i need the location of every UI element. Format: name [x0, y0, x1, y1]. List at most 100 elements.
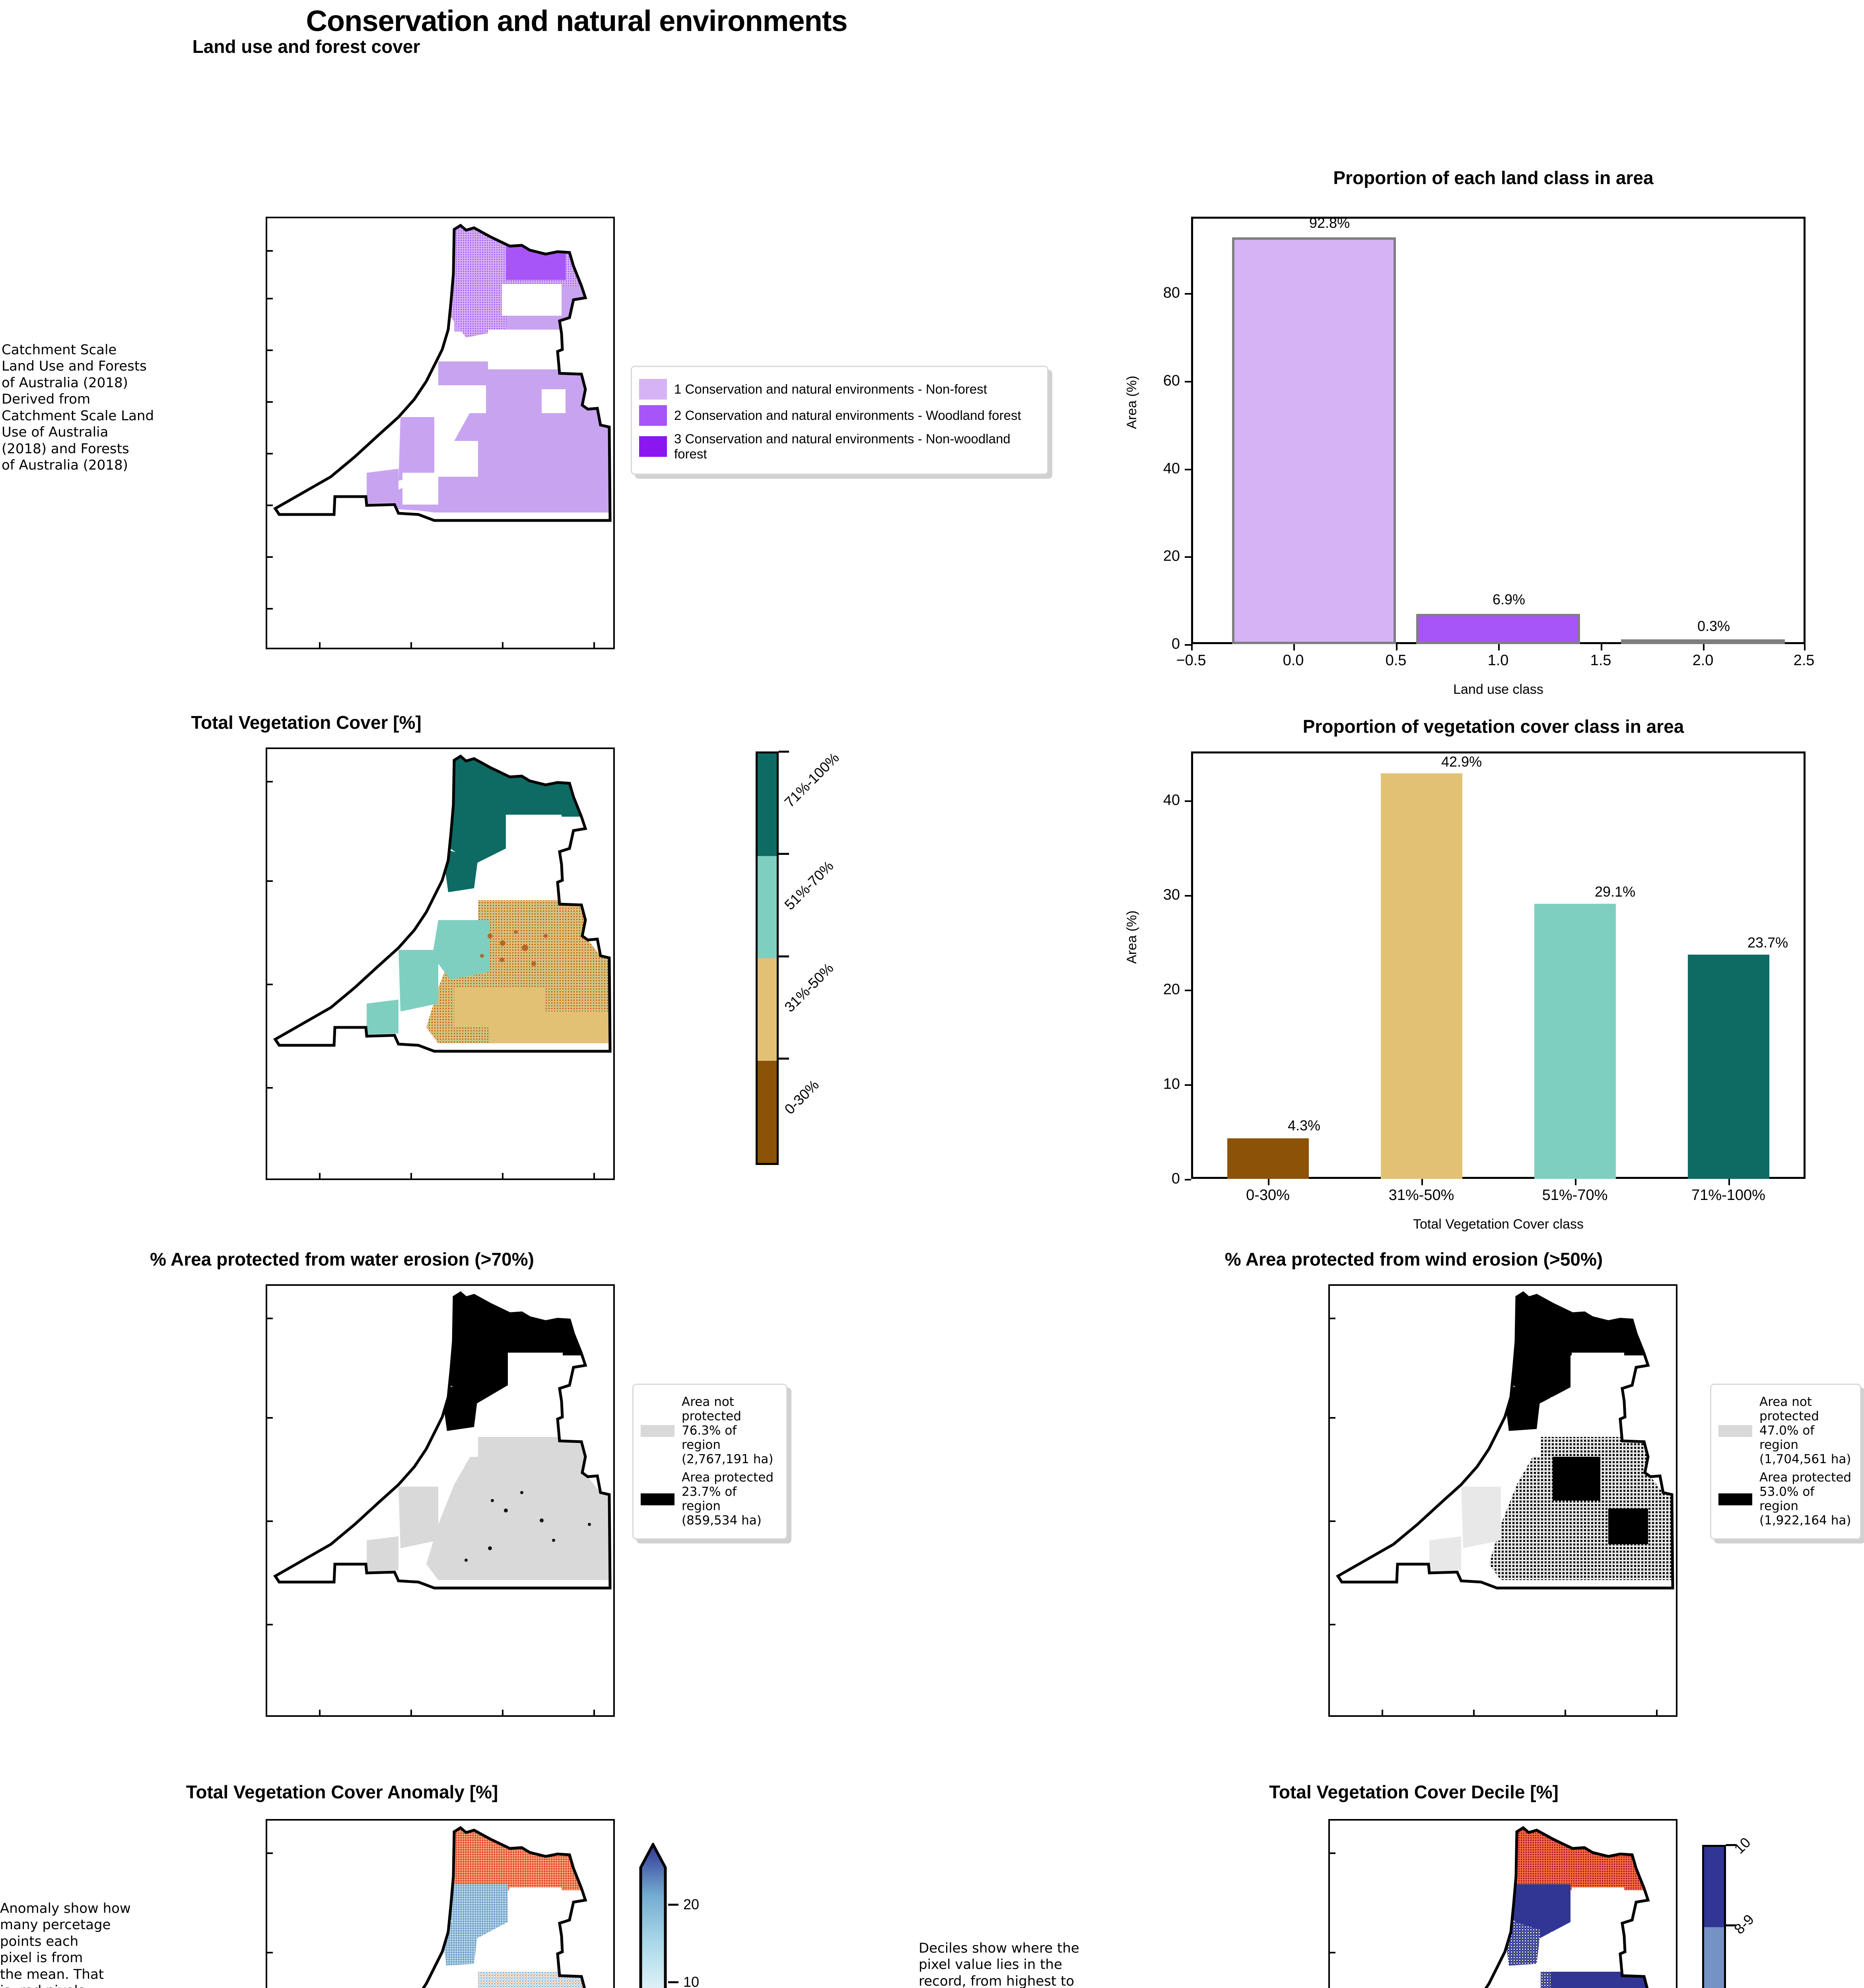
xtick-label: 1.5: [1590, 652, 1611, 669]
cbar-segment-8-9: [1704, 1927, 1724, 1988]
water-erosion-map[interactable]: [266, 1284, 615, 1717]
land-class-bar-chart[interactable]: 0 20 40 60 80 −0.5 0.0 0.5 1.0 1.5 2.0 2…: [1124, 215, 1814, 697]
legend-item: Area protected 23.7% of region (859,534 …: [641, 1470, 779, 1528]
xtick-label: 0.0: [1283, 652, 1304, 669]
anomaly-map[interactable]: [266, 1819, 615, 1988]
ytick-label: 40: [1163, 792, 1180, 809]
axis-tick: [1191, 644, 1193, 650]
cbar-label-8-9: 8-9: [1731, 1911, 1757, 1938]
legend-label: Area protected 53.0% of region (1,922,16…: [1759, 1470, 1852, 1528]
axis-tick: [267, 1852, 273, 1854]
veg-cover-map[interactable]: [266, 747, 615, 1180]
legend-swatch-woodland: [639, 405, 667, 426]
ytick-label: 0: [1171, 1170, 1180, 1187]
axis-tick: [1185, 556, 1191, 558]
axis-tick: [1185, 800, 1191, 802]
legend-swatch-protected: [641, 1493, 674, 1505]
yaxis-title: Area (%): [1124, 375, 1139, 429]
anomaly-colorbar: [639, 1841, 667, 1988]
bar-value-label: 29.1%: [1595, 883, 1636, 900]
cbar-label-10: 10: [683, 1974, 700, 1988]
axis-tick: [1575, 1179, 1576, 1185]
axis-tick: [267, 781, 273, 782]
xtick-label: 1.0: [1487, 652, 1509, 669]
axis-tick: [1804, 644, 1806, 650]
cbar-label-10: 10: [1731, 1834, 1754, 1857]
xtick-label: 2.5: [1793, 652, 1815, 669]
ytick-label: 10: [1163, 1076, 1180, 1093]
veg-cover-bar-title: Proportion of vegetation cover class in …: [1302, 716, 1684, 737]
legend-label: 2 Conservation and natural environments …: [674, 408, 1021, 423]
axis-tick: [1293, 644, 1295, 650]
ytick-label: 80: [1163, 284, 1180, 301]
legend-item: Area not protected 76.3% of region (2,76…: [641, 1395, 779, 1467]
bar-value-label: 6.9%: [1493, 591, 1526, 608]
decile-map-title: Total Vegetation Cover Decile [%]: [1269, 1782, 1559, 1802]
cbar-tick: [779, 853, 789, 855]
axis-tick: [1330, 1520, 1335, 1522]
ytick-label: 40: [1163, 460, 1180, 477]
bar-value-label: 92.8%: [1309, 215, 1350, 231]
axis-tick: [267, 250, 273, 252]
bar-veg-51-70[interactable]: [1534, 904, 1616, 1179]
bar-land-class-1[interactable]: [1416, 614, 1580, 644]
bar-veg-0-30[interactable]: [1227, 1138, 1309, 1179]
veg-cover-bar-chart[interactable]: 0 10 20 30 40 0-30% 31%-50% 51%-70% 71%-…: [1124, 751, 1806, 1232]
legend-label: 3 Conservation and natural environments …: [674, 431, 1011, 461]
cbar-segment-31-50: [758, 958, 777, 1061]
cbar-label-20: 20: [683, 1896, 700, 1912]
ytick-label: 0: [1171, 635, 1180, 652]
axis-tick: [267, 1087, 273, 1089]
land-use-map[interactable]: [266, 217, 615, 649]
xtick-label: 71%-100%: [1691, 1187, 1765, 1204]
land-use-map-title: Land use and forest cover: [192, 36, 420, 57]
axis-tick: [1268, 1179, 1269, 1185]
decile-map[interactable]: [1328, 1819, 1677, 1988]
axis-tick: [1330, 1852, 1335, 1854]
legend-swatch-nonforest: [639, 379, 667, 400]
bar-land-class-2[interactable]: [1621, 639, 1785, 644]
wind-erosion-map[interactable]: [1328, 1284, 1677, 1717]
axis-tick: [1565, 1710, 1566, 1715]
axis-tick: [267, 349, 273, 351]
axis-tick: [1601, 644, 1602, 650]
axis-tick: [1421, 1179, 1423, 1185]
cbar-label-71-100: 71%-100%: [781, 749, 842, 811]
legend-item: 3 Conservation and natural environments …: [639, 431, 1040, 462]
anomaly-note: Anomaly show how many percetage points e…: [0, 1901, 131, 1988]
xtick-label: −0.5: [1176, 652, 1206, 669]
bar-land-class-0[interactable]: [1232, 237, 1396, 644]
legend-item: Area not protected 47.0% of region (1,70…: [1718, 1395, 1853, 1467]
veg-cover-map-title: Total Vegetation Cover [%]: [191, 712, 422, 733]
bar-veg-31-50[interactable]: [1381, 773, 1462, 1179]
bar-value-label: 23.7%: [1747, 934, 1788, 951]
axis-tick: [1396, 644, 1398, 650]
cbar-tick: [1726, 1844, 1736, 1846]
cbar-tick: [1726, 1924, 1736, 1926]
axis-tick: [1185, 990, 1191, 991]
axis-tick: [267, 401, 273, 403]
cbar-tick: [779, 1058, 789, 1060]
axis-tick: [1728, 1179, 1730, 1185]
ytick-label: 20: [1163, 981, 1180, 998]
axis-tick: [1498, 644, 1500, 650]
axis-tick: [1330, 1624, 1335, 1625]
cbar-label-31-50: 31%-50%: [781, 959, 837, 1015]
axis-tick: [267, 453, 273, 454]
cbar-segment-71-100: [758, 753, 777, 856]
axis-tick: [1330, 1318, 1335, 1319]
axis-tick: [1185, 644, 1191, 646]
wind-erosion-legend: Area not protected 47.0% of region (1,70…: [1710, 1384, 1861, 1540]
legend-swatch-not-protected: [641, 1425, 674, 1437]
axis-tick: [1330, 1952, 1335, 1953]
legend-label: Area not protected 76.3% of region (2,76…: [682, 1395, 774, 1466]
bar-veg-71-100[interactable]: [1688, 955, 1769, 1179]
cbar-tick: [668, 1981, 678, 1983]
axis-tick: [267, 1417, 273, 1419]
axis-tick: [1656, 1710, 1658, 1715]
anomaly-map-title: Total Vegetation Cover Anomaly [%]: [186, 1782, 498, 1802]
cbar-tick: [779, 955, 789, 957]
water-erosion-legend: Area not protected 76.3% of region (2,76…: [632, 1384, 787, 1540]
axis-tick: [319, 1710, 321, 1715]
axis-tick: [319, 1173, 321, 1178]
